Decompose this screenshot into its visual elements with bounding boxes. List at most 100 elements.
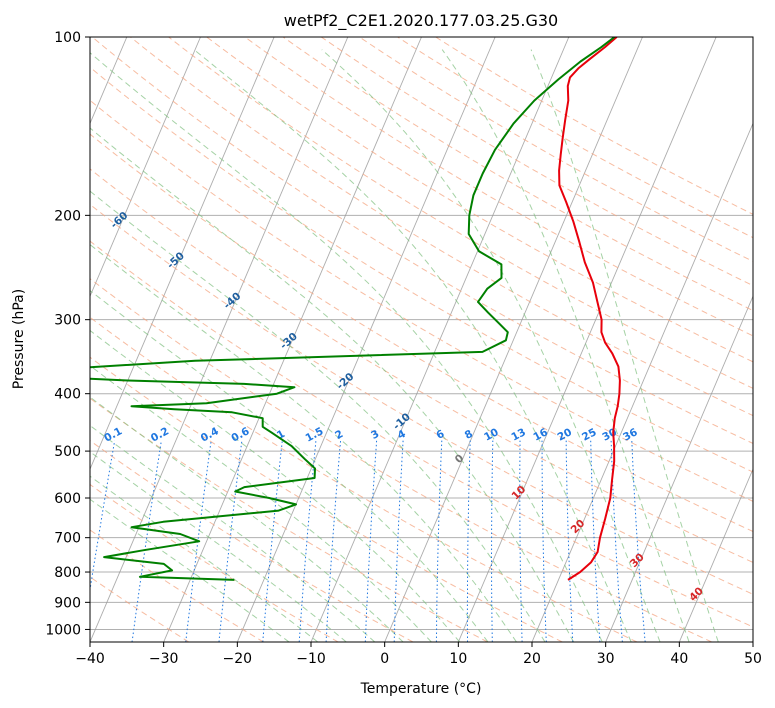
moist-adiabat-line [193,49,632,642]
dry-adiabat-line [130,37,753,417]
mixing-ratio-line [393,440,404,642]
dry-adiabat-line [90,397,488,642]
isotherm-line [90,37,275,471]
isotherm-line [236,37,496,642]
y-tick-label: 700 [54,531,81,547]
dry-adiabat-line [90,483,339,642]
moist-adiabat-line [530,49,719,642]
x-tick-label: −40 [75,651,105,667]
moist-adiabat-label: 20 [569,517,588,536]
isotherm-line [678,467,753,642]
dry-adiabat-line [90,66,753,473]
moist-adiabat-line [90,451,347,642]
mixing-ratio-label: 6 [434,428,446,442]
x-tick-label: −20 [223,651,253,667]
moist-adiabat-line [90,329,461,642]
dry-adiabat-line [90,240,753,628]
y-tick-label: 100 [54,30,81,46]
x-axis-label: Temperature (°C) [360,681,482,697]
dry-adiabat-line [90,316,638,642]
dry-adiabat-label: -80 [0,129,17,151]
x-tick-label: 20 [523,651,541,667]
mixing-ratio-label: 20 [555,426,574,443]
mixing-ratio-label: 0.1 [102,425,124,444]
dry-adiabat-line [90,99,753,502]
isotherm-line [384,37,643,642]
mixing-ratio-label: 36 [621,426,640,443]
mixing-ratio-label: 3 [369,428,381,442]
mixing-ratio-line [325,440,342,642]
dry-adiabat-label: -20 [334,371,356,393]
chart-title: wetPf2_C2E1.2020.177.03.25.G30 [284,11,558,31]
dry-adiabat-line [359,37,753,262]
moist-adiabat-line [90,498,290,642]
y-axis-label: Pressure (hPa) [11,289,27,389]
mixing-ratio-line [631,440,646,642]
isotherm-line [531,122,753,642]
mixing-ratio-label: 0.2 [149,425,171,444]
isotherm-line [163,37,422,642]
y-tick-label: 600 [54,491,81,507]
mixing-ratio-label: 13 [509,426,528,443]
dry-adiabat-line [90,576,190,642]
mixing-ratio-line [565,440,574,642]
isotherm-line [90,37,201,298]
mixing-ratio-line [90,440,116,593]
mixing-ratio-label: 25 [580,426,599,443]
mixing-ratio-line [131,440,162,642]
mixing-ratio-line [435,440,443,642]
dry-adiabat-label: -10 [391,411,413,433]
moist-adiabat-line [90,424,376,642]
profile-series [90,37,621,581]
moist-adiabat-label: 10 [509,484,528,503]
temperature-profile-line [558,37,621,581]
mixing-ratio-line [466,440,471,642]
mixing-ratio-line [519,440,523,642]
x-tick-label: 50 [744,651,762,667]
dry-adiabat-label: -50 [165,250,187,272]
background-lines [90,37,753,642]
mixing-ratio-label: 0.6 [229,425,251,444]
dry-adiabat-line [90,168,753,563]
isotherm-line [752,640,753,642]
y-tick-label: 500 [54,444,81,460]
y-tick-label: 400 [54,387,81,403]
x-tick-label: −10 [296,651,326,667]
mixing-ratio-line [364,440,378,642]
mixing-ratio-label: 2 [333,428,345,442]
dry-adiabat-line [90,133,753,533]
dewpoint-profile-line [90,37,616,581]
moist-adiabat-line [321,49,661,642]
mixing-ratio-line [218,440,243,642]
moist-adiabat-line [90,190,546,642]
mixing-ratio-label: 16 [531,426,550,443]
dry-adiabat-line [91,37,753,444]
moist-adiabat-line [90,52,603,642]
x-tick-label: 40 [670,651,688,667]
dry-adiabat-label: -40 [221,290,243,312]
moist-adiabat-line [90,396,404,642]
mixing-ratio-line [298,440,317,642]
y-tick-label: 200 [54,208,81,224]
isotherm-line [90,37,349,642]
y-tick-label: 300 [54,313,81,329]
dry-adiabat-label: -30 [278,330,300,352]
dry-adiabat-label: -60 [108,210,130,232]
dry-adiabat-line [206,37,753,363]
dry-adiabat-line [282,37,753,312]
dry-adiabat-line [90,440,414,642]
y-tick-label: 900 [54,595,81,611]
x-tick-label: 0 [380,651,389,667]
dry-adiabat-label: -70 [52,169,74,191]
isotherm-line [457,37,717,642]
moist-adiabat-label: 40 [687,585,706,604]
line-labels: 0.10.20.40.611.52346810131620253036-100-… [0,129,706,604]
axis-ticks: −40 −30 −20 −10 0 10 20 30 40 5010020030040050060… [45,30,762,667]
moist-adiabat-line [90,243,517,642]
moist-adiabat-line [90,365,432,642]
mixing-ratio-line [590,440,601,642]
dry-adiabat-line [90,356,563,642]
moist-adiabat-line [90,475,319,642]
x-tick-label: 10 [449,651,467,667]
